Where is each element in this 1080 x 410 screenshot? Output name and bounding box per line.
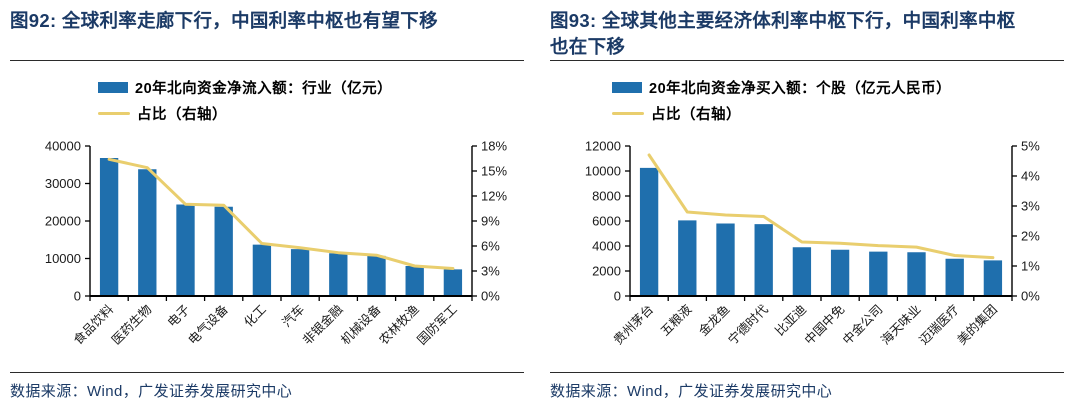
left-axis-tick-label: 20000 bbox=[45, 214, 81, 229]
right-axis-tick-label: 12% bbox=[481, 189, 507, 204]
legend-item-bar-series: 20年北向资金净买入额：个股（亿元人民币） bbox=[612, 77, 1064, 98]
bar bbox=[830, 249, 850, 296]
bar-line-chart: 0 2000 4000 6000 8000 10000 12000 0% 1% 2% 3% 4% 5% 贵… bbox=[585, 139, 1040, 348]
right-axis-tick-label: 18% bbox=[481, 139, 507, 154]
category-label: 迈瑞医疗 bbox=[917, 302, 962, 347]
bar-series-swatch bbox=[98, 82, 128, 93]
category-label: 医药生物 bbox=[109, 302, 154, 347]
left-axis-tick-label: 10000 bbox=[45, 251, 81, 266]
figure-footer: 数据来源：Wind，广发证券发展研究中心 bbox=[550, 372, 1064, 401]
bar bbox=[214, 206, 233, 296]
source-divider bbox=[550, 372, 1064, 373]
category-label: 电子 bbox=[165, 302, 193, 330]
legend-item-line-series: 占比（右轴） bbox=[98, 103, 524, 124]
bar bbox=[945, 258, 964, 296]
right-axis-tick-label: 15% bbox=[481, 164, 507, 179]
right-axis-tick-label: 2% bbox=[1021, 229, 1040, 244]
line-series-swatch bbox=[612, 111, 644, 116]
category-label: 金龙鱼 bbox=[695, 302, 732, 339]
left-axis-tick-label: 10000 bbox=[585, 164, 621, 179]
right-axis-tick-label: 0% bbox=[1021, 289, 1040, 304]
bar bbox=[983, 260, 1003, 297]
right-axis-tick-label: 6% bbox=[481, 239, 500, 254]
right-axis-tick-label: 5% bbox=[1021, 139, 1040, 154]
legend-item-bar-series: 20年北向资金净流入额：行业（亿元） bbox=[98, 77, 524, 98]
left-axis-tick-label: 0 bbox=[614, 289, 621, 304]
category-label: 宁德时代 bbox=[725, 301, 771, 347]
left-axis-tick-label: 8000 bbox=[592, 189, 621, 204]
category-label: 食品饮料 bbox=[70, 301, 116, 347]
right-axis-tick-label: 3% bbox=[1021, 199, 1040, 214]
left-axis-tick-label: 0 bbox=[74, 289, 81, 304]
right-axis-tick-label: 1% bbox=[1021, 259, 1040, 274]
figure-title: 图93: 全球其他主要经济体利率中枢下行，中国利率中枢也在下移 bbox=[550, 10, 1016, 57]
category-label: 比亚迪 bbox=[773, 302, 809, 338]
category-label: 贵州茅台 bbox=[610, 302, 656, 348]
left-axis-tick-label: 30000 bbox=[45, 176, 81, 191]
category-label: 电气设备 bbox=[185, 301, 231, 347]
left-axis-tick-label: 40000 bbox=[45, 139, 81, 154]
bar bbox=[443, 269, 463, 297]
title-divider bbox=[550, 60, 1064, 61]
legend-label: 20年北向资金净流入额：行业（亿元） bbox=[135, 81, 393, 97]
title-divider bbox=[10, 60, 524, 61]
category-label: 中国中免 bbox=[801, 302, 847, 348]
bar-line-chart: 0 10000 20000 30000 40000 0% 3% 6% 9% 12% 15% 18% 食品… bbox=[45, 139, 508, 348]
category-label: 非银金融 bbox=[299, 301, 345, 347]
bar bbox=[176, 204, 195, 296]
figure-92: 图92: 全球利率走廊下行，中国利率中枢也有望下移 20年北向资金净流入额：行业… bbox=[10, 10, 524, 401]
legend-label: 占比（右轴） bbox=[651, 107, 741, 123]
right-axis-tick-label: 9% bbox=[481, 214, 500, 229]
figure-title: 图92: 全球利率走廊下行，中国利率中枢也有望下移 bbox=[10, 10, 438, 31]
left-axis-tick-label: 2000 bbox=[592, 264, 621, 279]
legend-label: 占比（右轴） bbox=[137, 107, 227, 123]
category-label: 机械设备 bbox=[338, 301, 384, 347]
bar bbox=[252, 244, 272, 297]
bar bbox=[329, 253, 348, 296]
bar bbox=[639, 167, 659, 297]
bar bbox=[716, 223, 735, 296]
bar bbox=[869, 251, 888, 297]
category-label: 五粮液 bbox=[657, 301, 694, 338]
category-label: 国防军工 bbox=[414, 302, 460, 348]
category-label: 农林牧渔 bbox=[377, 302, 422, 347]
figure-footer: 数据来源：Wind，广发证券发展研究中心 bbox=[10, 372, 524, 401]
bar bbox=[405, 266, 424, 296]
chart-legend: 20年北向资金净流入额：行业（亿元） 占比（右轴） bbox=[98, 77, 524, 124]
bar bbox=[754, 224, 773, 297]
left-axis-tick-label: 6000 bbox=[592, 214, 621, 229]
legend-item-line-series: 占比（右轴） bbox=[612, 103, 1064, 124]
chart-legend: 20年北向资金净买入额：个股（亿元人民币） 占比（右轴） bbox=[612, 77, 1064, 124]
category-label: 中金公司 bbox=[839, 302, 885, 348]
category-label: 海天味业 bbox=[878, 302, 924, 348]
data-source: 数据来源：Wind，广发证券发展研究中心 bbox=[10, 383, 293, 400]
right-axis-tick-label: 4% bbox=[1021, 169, 1040, 184]
bar bbox=[367, 255, 386, 297]
bar bbox=[138, 169, 157, 296]
figure-93: 图93: 全球其他主要经济体利率中枢下行，中国利率中枢也在下移 20年北向资金净… bbox=[540, 0, 1080, 410]
bar bbox=[99, 158, 119, 296]
left-axis-tick-label: 4000 bbox=[592, 239, 621, 254]
line-series-swatch bbox=[98, 111, 130, 116]
data-source: 数据来源：Wind，广发证券发展研究中心 bbox=[550, 383, 833, 400]
category-label: 美的集团 bbox=[954, 302, 1000, 348]
ratio-line bbox=[647, 153, 995, 260]
left-axis-tick-label: 12000 bbox=[585, 139, 621, 154]
source-divider bbox=[10, 372, 524, 373]
bar bbox=[907, 252, 926, 296]
category-label: 汽车 bbox=[279, 302, 307, 330]
ratio-line bbox=[107, 157, 455, 270]
bar bbox=[678, 220, 697, 297]
bar bbox=[792, 247, 812, 296]
category-label: 化工 bbox=[241, 302, 269, 330]
bar-series-swatch bbox=[612, 82, 642, 93]
right-axis-tick-label: 0% bbox=[481, 289, 500, 304]
bar bbox=[290, 249, 310, 297]
right-axis-tick-label: 3% bbox=[481, 264, 500, 279]
legend-label: 20年北向资金净买入额：个股（亿元人民币） bbox=[649, 81, 952, 97]
